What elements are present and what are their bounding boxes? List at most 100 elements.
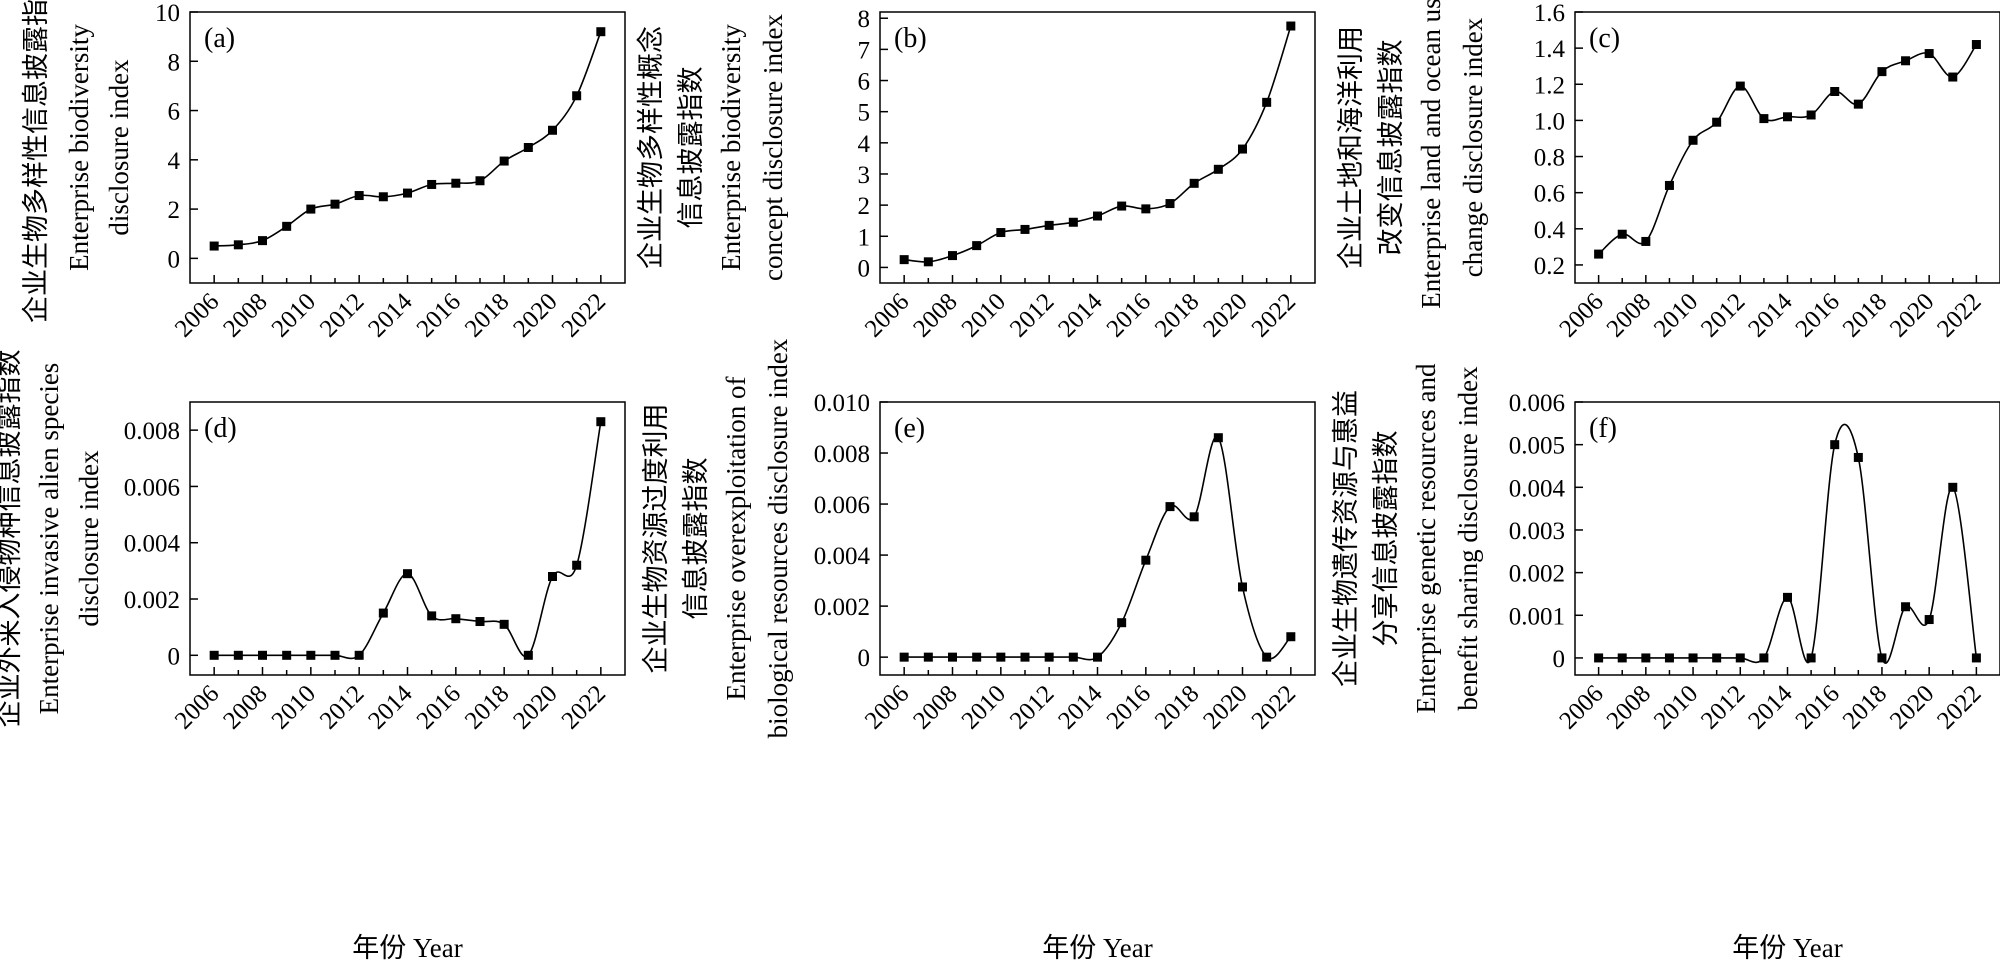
y-axis-title-line: 改变信息披露指数: [1376, 40, 1406, 256]
y-tick-label: 0.004: [1509, 475, 1566, 502]
y-axis-title-line: 信息披露指数: [676, 67, 706, 229]
x-tick-label: 2022: [557, 680, 611, 734]
y-tick-label: 1.2: [1534, 72, 1565, 99]
y-tick-label: 0.004: [814, 543, 871, 570]
data-point-2008: [1641, 236, 1651, 246]
data-point-2008: [948, 251, 957, 261]
data-point-2014: [1783, 112, 1792, 122]
data-point-2009: [972, 652, 982, 662]
y-tick-label: 0: [1553, 646, 1566, 673]
data-point-2017: [1165, 199, 1175, 209]
y-tick-label: 8: [858, 6, 871, 33]
data-point-2012: [1735, 653, 1745, 663]
y-tick-label: 2: [168, 197, 181, 224]
data-point-2020: [548, 125, 557, 135]
x-tick-label: 2018: [1150, 680, 1204, 734]
y-tick-label: 0.001: [1509, 603, 1565, 630]
x-tick-label: 2012: [1696, 288, 1750, 342]
y-axis-title-line: 企业生物多样性信息披露指数: [21, 0, 51, 323]
data-point-2015: [427, 611, 437, 621]
data-point-2014: [403, 569, 412, 579]
data-point-2006: [899, 255, 909, 265]
data-point-2010: [1688, 135, 1698, 145]
y-axis-title-line: 企业外来入侵物种信息披露指数: [0, 350, 24, 728]
data-point-2008: [948, 652, 957, 662]
x-axis-title: 年份 Year: [1732, 933, 1843, 963]
data-point-2010: [306, 650, 316, 660]
y-tick-label: 0: [858, 645, 871, 672]
data-point-2017: [475, 176, 485, 186]
x-tick-label: 2018: [1838, 680, 1892, 734]
y-tick-label: 0.002: [124, 587, 180, 614]
data-point-2011: [1712, 653, 1722, 663]
data-point-2017: [1165, 502, 1175, 512]
data-point-2006: [209, 241, 219, 251]
y-tick-label: 0.005: [1509, 433, 1565, 460]
data-point-2021: [1948, 72, 1958, 82]
panel-c: 0.2 0.4 0.6 0.8 1.0 1.2 1.4 1.6 2006200820102012…: [1336, 0, 2000, 343]
x-tick-label: 2012: [1005, 680, 1059, 734]
x-tick-label: 2022: [1932, 680, 1986, 734]
data-point-2020: [548, 571, 557, 581]
y-tick-label: 0: [168, 246, 181, 273]
y-tick-label: 1.4: [1534, 36, 1566, 63]
series-line: [904, 25, 1292, 263]
y-axis-title-line: 企业土地和海洋利用: [1336, 26, 1366, 269]
data-point-2009: [972, 241, 982, 251]
x-axis-title: 年份 Year: [352, 933, 463, 963]
y-tick-label: 0.002: [814, 594, 870, 621]
data-point-2011: [1020, 224, 1030, 234]
y-axis-title-line: disclosure index: [74, 450, 104, 627]
data-point-2011: [1020, 652, 1030, 662]
data-point-2018: [1877, 653, 1887, 663]
data-point-2012: [354, 650, 364, 660]
x-tick-label: 2012: [1696, 680, 1750, 734]
data-point-2022: [1286, 21, 1296, 31]
x-tick-label: 2018: [460, 680, 514, 734]
y-tick-label: 4: [858, 131, 871, 158]
x-tick-label: 2006: [1554, 680, 1608, 734]
plot-frame: [189, 401, 626, 676]
y-tick-label: 4: [168, 148, 181, 175]
x-axis-title: 年份 Year: [1042, 933, 1153, 963]
data-point-2019: [523, 650, 533, 660]
panel-label: (c): [1589, 23, 1620, 54]
data-point-2010: [996, 652, 1006, 662]
y-tick-label: 0.6: [1534, 181, 1565, 208]
data-point-2010: [306, 204, 316, 214]
y-axis-title-line: 信息披露指数: [681, 458, 711, 620]
data-point-2008: [258, 650, 267, 660]
data-point-2012: [1044, 220, 1054, 230]
data-point-2010: [1688, 653, 1698, 663]
data-point-2013: [1068, 217, 1078, 227]
data-point-2022: [1971, 653, 1981, 663]
plot-frame: [1574, 401, 2000, 676]
data-point-2012: [1044, 652, 1054, 662]
data-point-2015: [1806, 110, 1816, 120]
x-tick-label: 2012: [315, 680, 369, 734]
data-point-2009: [282, 221, 292, 231]
y-axis-title-line: biological resources disclosure index: [763, 338, 793, 738]
data-point-2018: [1189, 178, 1199, 188]
data-point-2018: [499, 619, 509, 629]
y-tick-label: 6: [168, 99, 181, 126]
series-line: [1598, 44, 1978, 255]
x-tick-label: 2006: [1554, 288, 1608, 342]
data-point-2008: [1641, 653, 1651, 663]
data-point-2007: [923, 652, 933, 662]
data-point-2008: [258, 236, 267, 246]
data-point-2018: [1877, 67, 1887, 77]
x-tick-label: 2008: [1602, 288, 1656, 342]
x-tick-label: 2006: [170, 680, 224, 734]
y-tick-label: 0: [858, 255, 871, 282]
x-tick-label: 2020: [1198, 288, 1252, 342]
x-tick-label: 2020: [1198, 680, 1252, 734]
y-tick-label: 7: [858, 37, 871, 64]
y-axis-title-line: concept disclosure index: [758, 14, 788, 281]
y-tick-label: 0.4: [1534, 217, 1566, 244]
y-tick-label: 0.8: [1534, 145, 1565, 172]
x-tick-label: 2006: [860, 288, 914, 342]
data-point-2006: [899, 652, 909, 662]
x-tick-label: 2006: [860, 680, 914, 734]
data-point-2007: [1617, 229, 1627, 239]
